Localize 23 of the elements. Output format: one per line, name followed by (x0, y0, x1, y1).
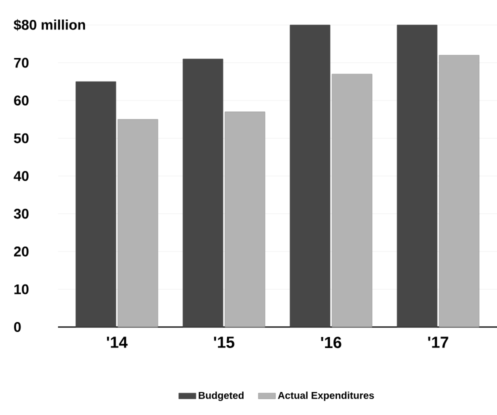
y-tick-label: $80 million (14, 19, 86, 31)
bar (182, 58, 224, 328)
x-tick-label: '17 (428, 336, 448, 348)
x-tick-label: '14 (106, 336, 128, 348)
bar (290, 24, 330, 328)
legend-label: Budgeted (198, 392, 244, 401)
y-tick-label: 20 (14, 246, 29, 256)
bar (438, 55, 480, 328)
y-tick-label: 10 (14, 284, 29, 294)
bar (118, 119, 158, 328)
y-tick-label: 60 (14, 96, 29, 106)
y-tick-label: 70 (14, 58, 29, 68)
bar (332, 74, 372, 328)
x-tick-label: '15 (214, 336, 234, 348)
y-tick-label: 0 (14, 322, 21, 332)
y-tick-label: 30 (14, 208, 29, 219)
y-tick-label: 40 (14, 171, 29, 181)
bar (224, 112, 266, 328)
x-tick-label: '16 (321, 336, 342, 348)
y-tick-label: 50 (14, 133, 29, 144)
bar (76, 81, 116, 328)
bar (396, 24, 438, 328)
legend-label: Actual Expenditures (278, 392, 374, 401)
